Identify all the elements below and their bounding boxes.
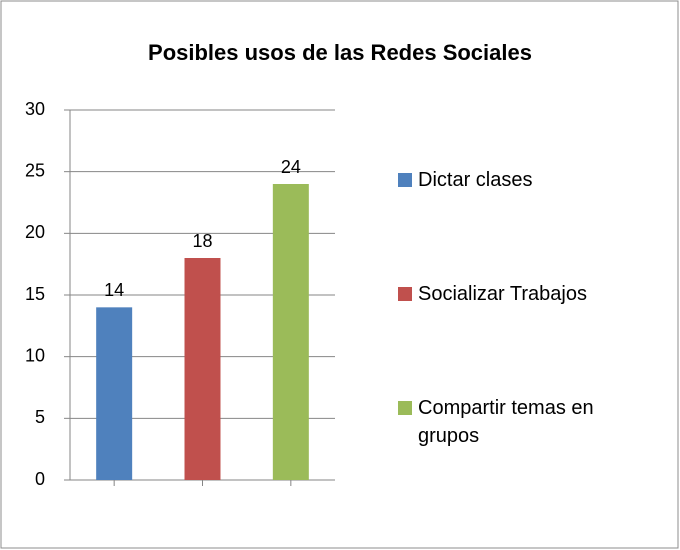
data-label: 14 [104, 280, 124, 300]
y-tick-label: 30 [25, 99, 45, 119]
y-tick-label: 25 [25, 160, 45, 180]
bar [184, 258, 221, 480]
y-tick-label: 10 [25, 345, 45, 365]
data-label: 24 [281, 157, 301, 177]
legend-item: Dictar clases [398, 166, 638, 194]
legend-label: Dictar clases [418, 169, 533, 191]
legend-swatch [398, 287, 412, 301]
data-label: 18 [192, 231, 212, 251]
bar [96, 307, 133, 480]
y-tick-label: 20 [25, 222, 45, 242]
y-tick-label: 5 [35, 407, 45, 427]
legend-swatch [398, 173, 412, 187]
legend-item: Socializar Trabajos [398, 280, 638, 308]
y-tick-label: 15 [25, 284, 45, 304]
legend-label: Socializar Trabajos [418, 283, 587, 305]
bar [272, 184, 309, 480]
chart-title: Posibles usos de las Redes Sociales [148, 40, 532, 65]
legend-label: Compartir temas en grupos [418, 397, 594, 447]
legend-swatch [398, 401, 412, 415]
y-tick-label: 0 [35, 469, 45, 489]
legend-item: Compartir temas en grupos [398, 394, 638, 450]
